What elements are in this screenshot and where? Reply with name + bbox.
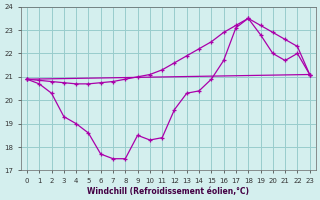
X-axis label: Windchill (Refroidissement éolien,°C): Windchill (Refroidissement éolien,°C) (87, 187, 249, 196)
